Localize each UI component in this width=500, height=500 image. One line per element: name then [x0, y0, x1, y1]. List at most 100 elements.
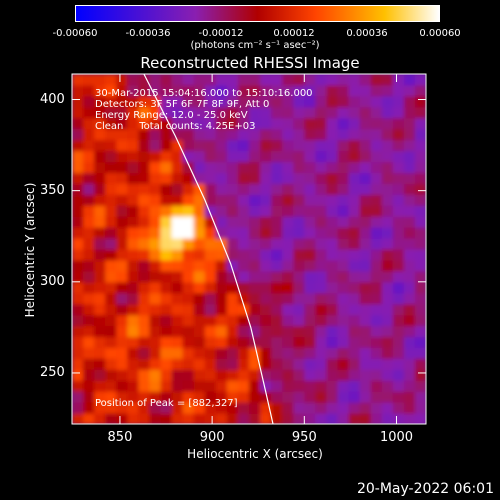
image-pixel — [138, 139, 151, 152]
image-pixel — [348, 194, 361, 206]
image-pixel — [282, 325, 294, 338]
image-pixel — [249, 194, 261, 206]
image-pixel — [392, 358, 405, 370]
x-tick-label: 950 — [291, 430, 317, 445]
image-pixel — [282, 194, 294, 206]
image-pixel — [326, 106, 339, 119]
image-pixel — [315, 314, 328, 327]
image-pixel — [226, 413, 239, 424]
image-pixel — [160, 183, 173, 195]
image-pixel — [160, 347, 173, 359]
image-pixel — [337, 314, 350, 327]
image-pixel — [260, 413, 272, 424]
image-pixel — [337, 205, 350, 217]
image-pixel — [249, 183, 261, 195]
image-pixel — [182, 270, 195, 283]
image-pixel — [293, 117, 305, 130]
image-pixel — [249, 249, 261, 261]
image-pixel — [381, 402, 394, 414]
image-pixel — [315, 194, 328, 206]
image-pixel — [249, 139, 261, 152]
image-pixel — [304, 238, 316, 250]
image-pixel — [171, 194, 184, 206]
image-pixel — [249, 259, 261, 272]
image-pixel — [403, 150, 416, 163]
image-pixel — [315, 270, 328, 283]
image-pixel — [392, 84, 405, 97]
image-pixel — [127, 358, 139, 370]
image-pixel — [215, 161, 228, 173]
image-pixel — [315, 106, 328, 119]
image-pixel — [271, 74, 283, 86]
image-pixel — [72, 95, 84, 108]
image-pixel — [204, 238, 217, 250]
image-pixel — [94, 106, 106, 119]
image-pixel — [359, 84, 372, 97]
image-pixel — [105, 84, 117, 97]
image-pixel — [72, 413, 84, 424]
image-pixel — [94, 402, 106, 414]
image-pixel — [83, 369, 95, 381]
image-pixel — [337, 95, 350, 108]
image-pixel — [381, 74, 394, 86]
image-pixel — [226, 259, 239, 272]
image-pixel — [282, 314, 294, 327]
image-pixel — [370, 216, 383, 228]
image-pixel — [160, 74, 173, 86]
image-pixel — [171, 259, 184, 272]
image-pixel — [392, 150, 405, 163]
image-pixel — [105, 303, 117, 316]
image-pixel — [94, 84, 106, 97]
image-pixel — [138, 74, 151, 86]
image-pixel — [149, 95, 162, 108]
image-pixel — [105, 259, 117, 272]
y-tick-label: 350 — [40, 182, 65, 198]
image-pixel — [348, 347, 361, 359]
image-pixel — [337, 128, 350, 141]
image-pixel — [237, 128, 250, 141]
image-pixel — [149, 347, 162, 359]
image-pixel — [249, 238, 261, 250]
image-pixel — [215, 358, 228, 370]
image-pixel — [171, 325, 184, 338]
image-pixel — [204, 292, 217, 305]
image-pixel — [315, 128, 328, 141]
image-pixel — [237, 369, 250, 381]
image-pixel — [359, 270, 372, 283]
image-pixel — [370, 194, 383, 206]
image-pixel — [271, 183, 283, 195]
image-pixel — [414, 161, 426, 173]
image-pixel — [414, 139, 426, 152]
image-pixel — [315, 249, 328, 261]
image-pixel — [149, 216, 162, 228]
image-pixel — [226, 238, 239, 250]
image-pixel — [127, 303, 139, 316]
image-pixel — [348, 128, 361, 141]
image-pixel — [127, 238, 139, 250]
image-pixel — [160, 150, 173, 163]
image-pixel — [204, 205, 217, 217]
image-pixel — [271, 194, 283, 206]
image-pixel — [116, 402, 128, 414]
image-pixel — [293, 369, 305, 381]
image-pixel — [193, 325, 206, 338]
image-pixel — [249, 292, 261, 305]
image-pixel — [348, 84, 361, 97]
image-pixel — [237, 281, 250, 294]
image-pixel — [226, 216, 239, 228]
image-pixel — [94, 172, 106, 184]
image-pixel — [182, 238, 195, 250]
image-pixel — [381, 391, 394, 403]
image-pixel — [226, 249, 239, 261]
image-pixel — [149, 139, 162, 152]
image-pixel — [149, 128, 162, 141]
image-pixel — [392, 194, 405, 206]
image-pixel — [105, 128, 117, 141]
image-pixel — [193, 249, 206, 261]
image-pixel — [182, 292, 195, 305]
image-pixel — [337, 369, 350, 381]
image-pixel — [249, 369, 261, 381]
y-axis-label: Heliocentric Y (arcsec) — [23, 182, 37, 318]
image-pixel — [149, 172, 162, 184]
